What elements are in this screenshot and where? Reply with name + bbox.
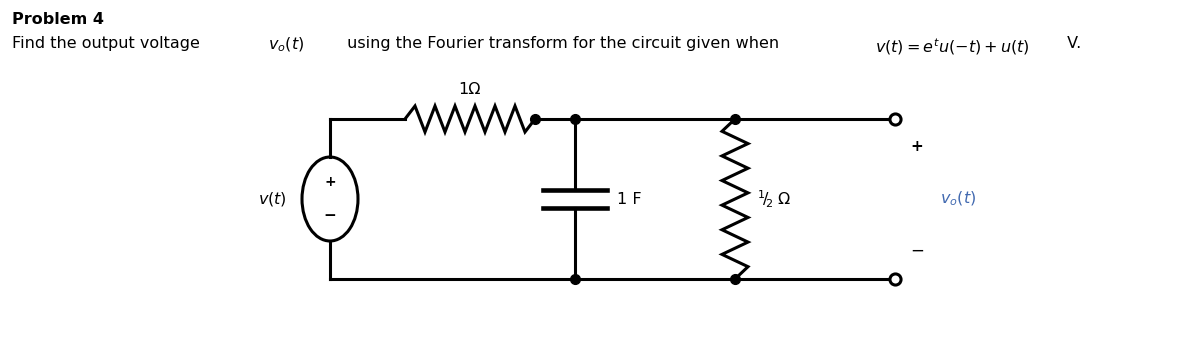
Text: 1Ω: 1Ω	[458, 82, 481, 97]
Text: $v(t) = e^t u(-t) + u(t)$: $v(t) = e^t u(-t) + u(t)$	[875, 36, 1030, 57]
Text: $v(t)$: $v(t)$	[258, 190, 287, 208]
Text: +: +	[910, 139, 923, 154]
Text: Find the output voltage: Find the output voltage	[12, 36, 205, 51]
Text: +: +	[324, 175, 336, 189]
Text: −: −	[324, 209, 336, 223]
Text: Problem 4: Problem 4	[12, 12, 104, 27]
Text: 1 F: 1 F	[617, 192, 642, 206]
Text: $v_o(t)$: $v_o(t)$	[268, 36, 304, 55]
Text: $v_o(t)$: $v_o(t)$	[940, 190, 976, 208]
Text: using the Fourier transform for the circuit given when: using the Fourier transform for the circ…	[342, 36, 785, 51]
Text: V.: V.	[1062, 36, 1081, 51]
Text: $^1\!/\!_2\ \Omega$: $^1\!/\!_2\ \Omega$	[757, 188, 792, 210]
Text: −: −	[910, 242, 924, 260]
